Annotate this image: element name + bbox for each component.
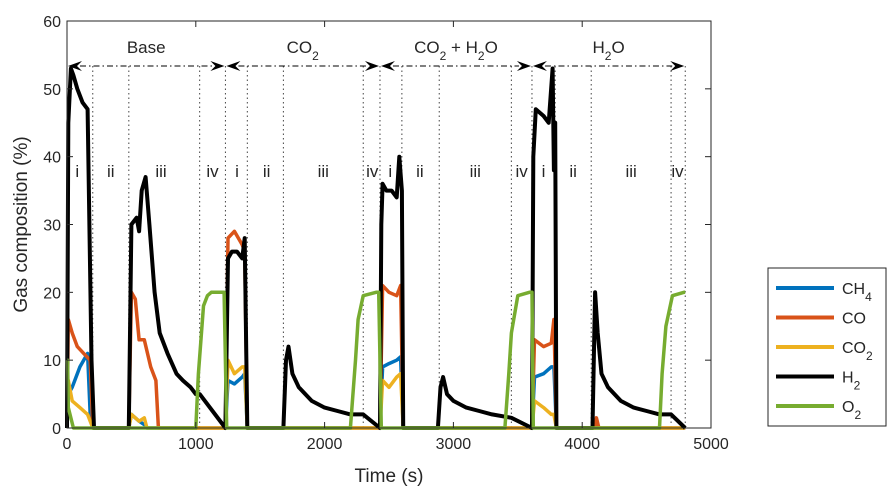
campaign-label: CO2 + H2O	[414, 38, 498, 63]
x-tick-label: 2000	[307, 436, 343, 453]
y-tick-label: 10	[43, 353, 61, 370]
y-tick-label: 30	[43, 218, 61, 235]
phase-label: ii	[263, 162, 271, 181]
phase-label: iv	[206, 162, 219, 181]
y-tick-label: 60	[43, 14, 61, 31]
arrowhead-left	[68, 61, 82, 71]
phase-label: i	[542, 162, 546, 181]
arrowhead-left	[380, 61, 395, 71]
campaign-label: H2O	[593, 38, 625, 63]
legend: CH4 CO CO2 H2 O2	[767, 267, 887, 427]
arrowhead-left	[532, 61, 547, 71]
x-tick-label: 1000	[178, 436, 214, 453]
phase-label: iii	[318, 162, 329, 181]
phase-label: iv	[516, 162, 529, 181]
legend-label: H2	[842, 370, 861, 393]
phase-label: i	[235, 162, 239, 181]
legend-label: CH4	[842, 281, 872, 304]
phase-label: iv	[671, 162, 684, 181]
arrowhead-right	[210, 61, 225, 71]
x-tick-label: 0	[63, 436, 72, 453]
phase-label: ii	[416, 162, 424, 181]
phase-label: i	[388, 162, 392, 181]
y-axis-label: Gas composition (%)	[11, 136, 32, 312]
x-tick-label: 3000	[436, 436, 472, 453]
campaign-labels: Base CO2 CO2 + H2O H2O	[127, 38, 625, 63]
phase-labels: i ii iii iv i ii iii iv i ii iii iv i ii iii iv	[75, 162, 684, 181]
phase-label: iii	[155, 162, 166, 181]
legend-label: CO2	[842, 340, 873, 363]
arrowhead-right	[670, 61, 685, 71]
phase-label: iii	[625, 162, 636, 181]
arrowhead-right	[516, 61, 531, 71]
legend-label: O2	[842, 399, 861, 422]
phase-divider-lines	[92, 66, 686, 428]
y-tick-label: 0	[52, 421, 61, 438]
series-line	[65, 66, 687, 430]
legend-label: CO	[842, 311, 866, 328]
axes-box	[66, 20, 712, 429]
series-lines	[65, 66, 687, 430]
phase-label: iv	[366, 162, 379, 181]
y-tick-label: 40	[43, 150, 61, 167]
y-tick-label: 20	[43, 285, 61, 302]
x-tick-label: 5000	[693, 436, 729, 453]
phase-label: iii	[470, 162, 481, 181]
arrowhead-left	[226, 61, 241, 71]
campaign-label: Base	[127, 38, 166, 57]
y-tick-label: 50	[43, 82, 61, 99]
axis-ticks: 0 1000 2000 3000 4000 5000 0 10 20 30 40 50 60	[43, 14, 729, 453]
x-axis-label: Time (s)	[355, 466, 424, 487]
arrowhead-right	[364, 61, 379, 71]
phase-label: i	[75, 162, 79, 181]
campaign-label: CO2	[287, 38, 320, 63]
phase-label: ii	[107, 162, 115, 181]
campaign-arrows	[68, 61, 685, 71]
x-tick-label: 4000	[564, 436, 600, 453]
phase-label: ii	[569, 162, 577, 181]
